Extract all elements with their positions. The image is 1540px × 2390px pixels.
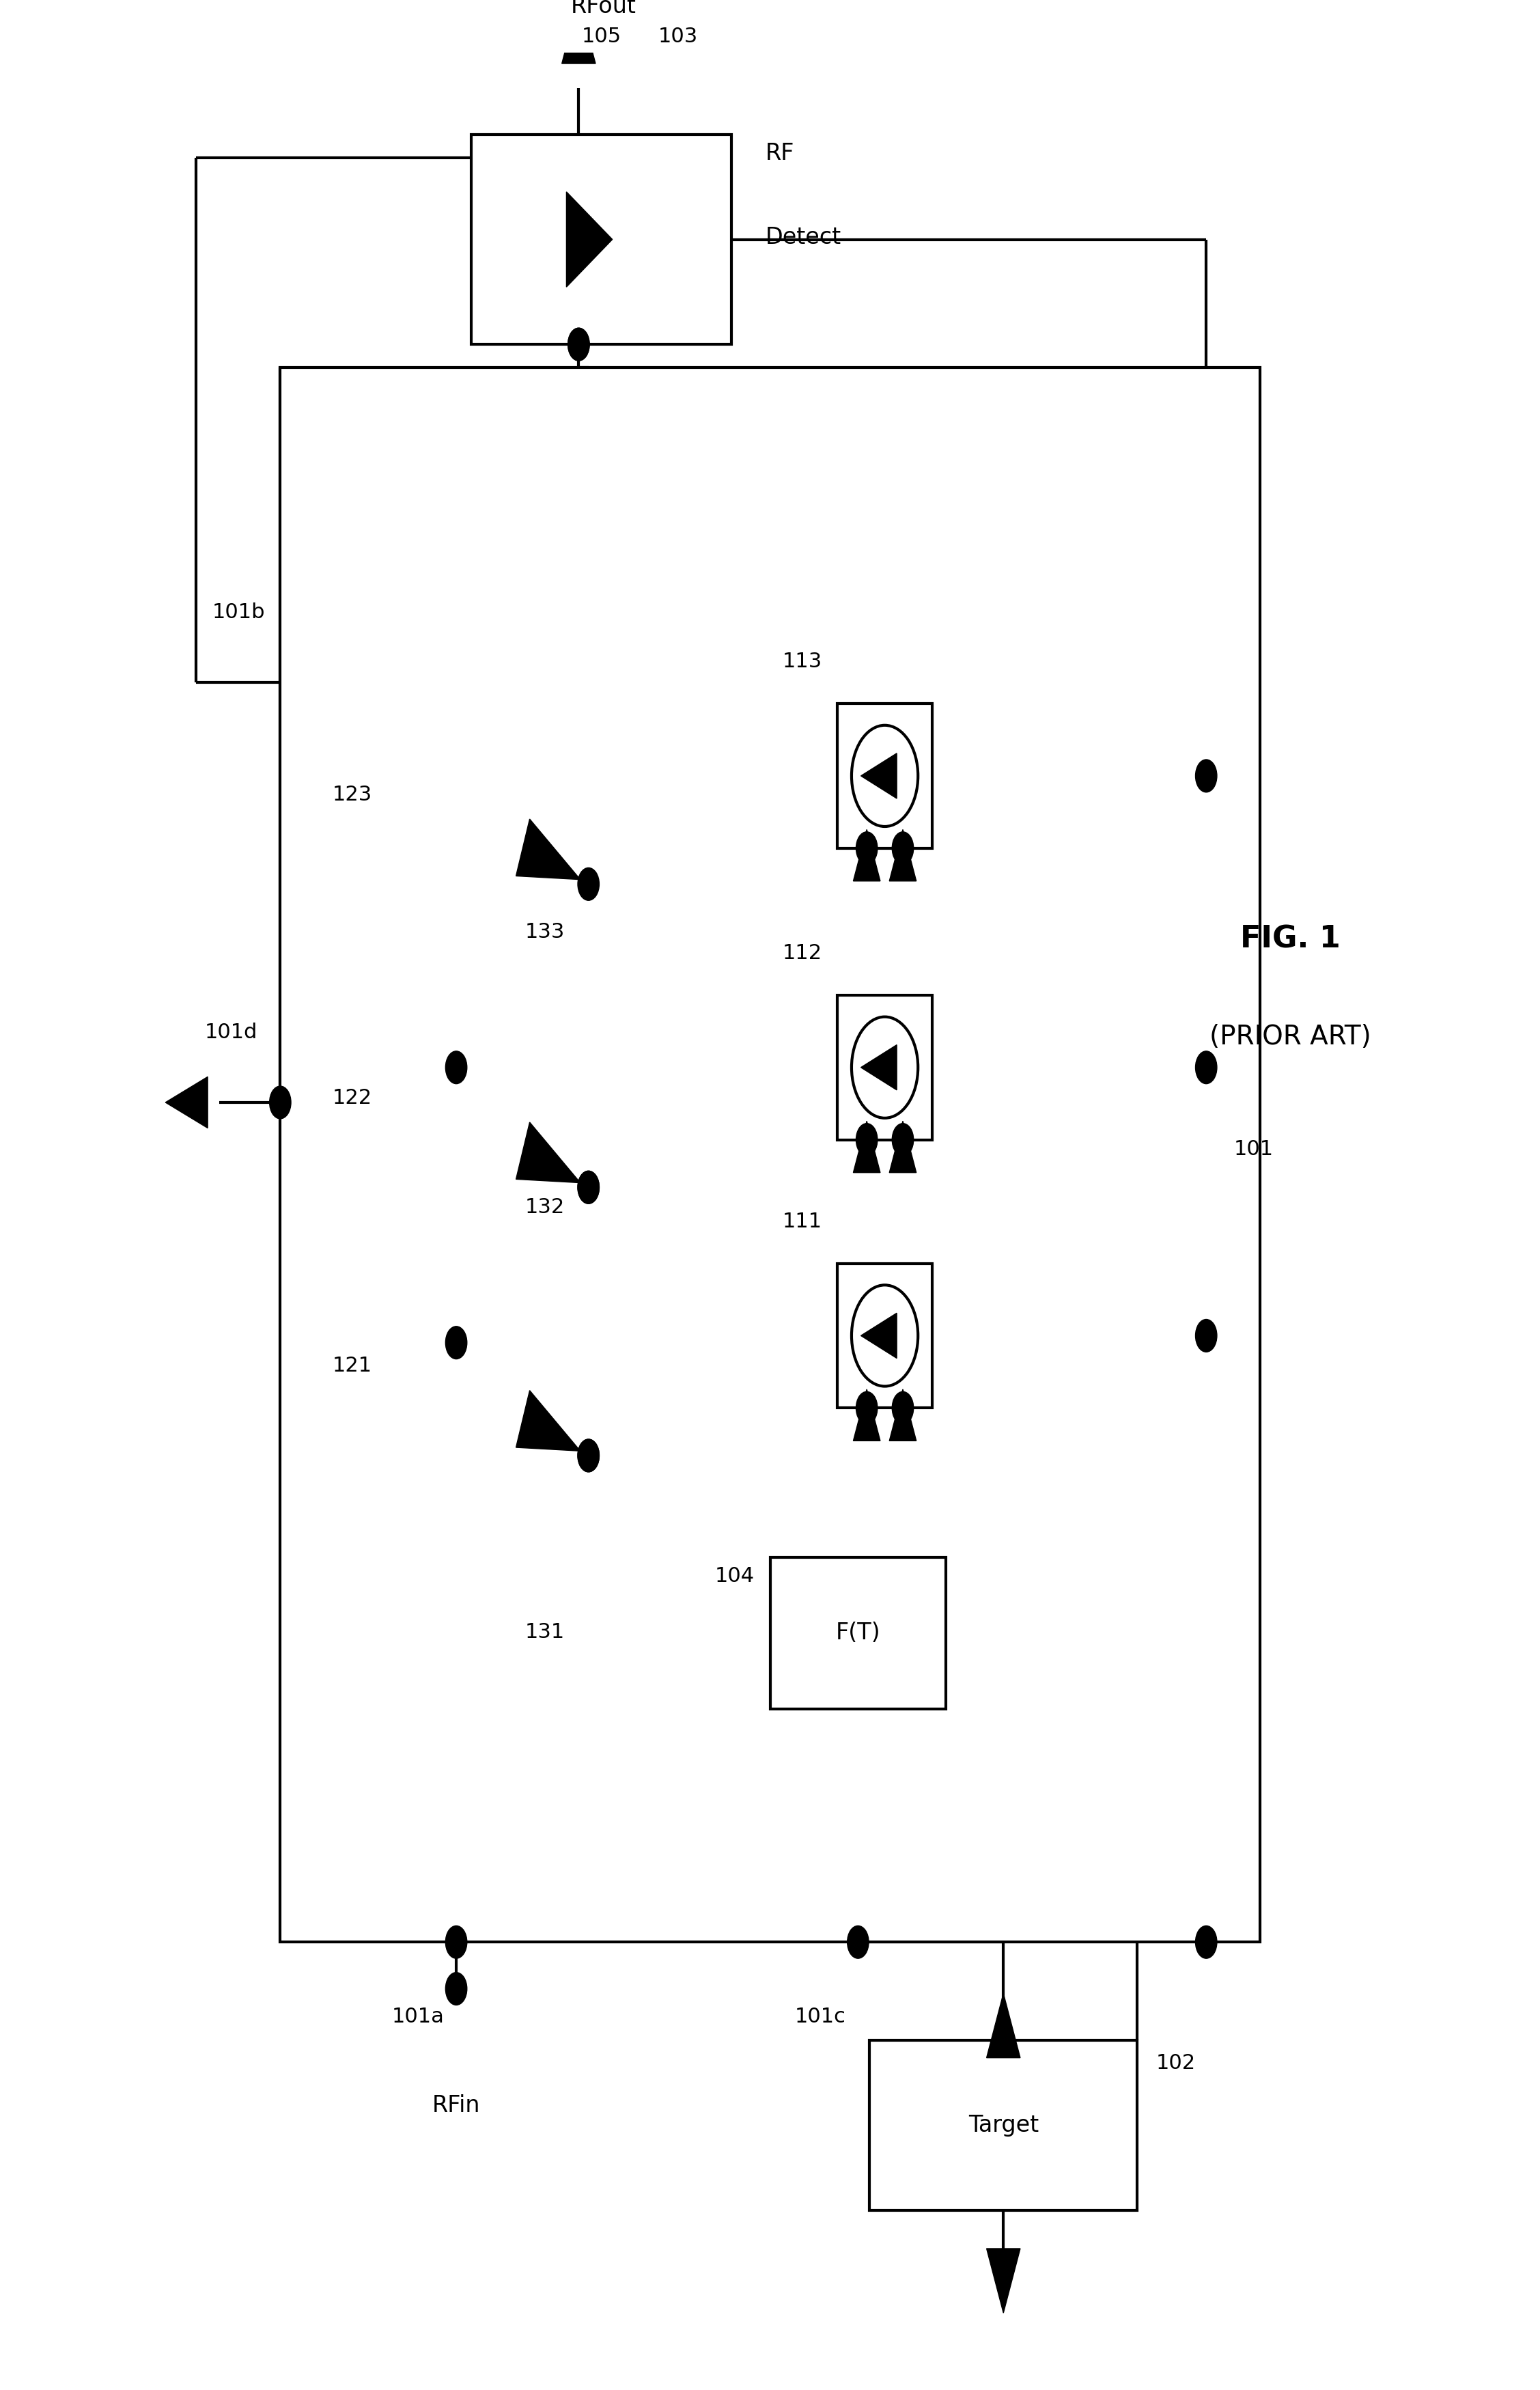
Polygon shape [562, 0, 596, 65]
Circle shape [445, 1926, 467, 1957]
Text: F(T): F(T) [836, 1623, 881, 1644]
Circle shape [856, 1391, 878, 1424]
Circle shape [568, 327, 590, 361]
Text: 112: 112 [782, 944, 822, 963]
Circle shape [578, 1439, 599, 1472]
Text: 121: 121 [333, 1355, 373, 1377]
Circle shape [445, 1326, 467, 1360]
Circle shape [892, 1391, 913, 1424]
Polygon shape [853, 829, 881, 882]
Text: 122: 122 [333, 1087, 373, 1107]
Circle shape [270, 1085, 291, 1119]
Circle shape [1195, 760, 1217, 791]
Polygon shape [889, 1121, 916, 1173]
Circle shape [856, 1123, 878, 1157]
Polygon shape [516, 820, 581, 880]
Polygon shape [861, 1044, 896, 1090]
Circle shape [856, 832, 878, 865]
Circle shape [847, 1926, 869, 1957]
Bar [870, 2041, 1138, 2211]
Circle shape [1195, 1052, 1217, 1083]
Polygon shape [853, 1389, 881, 1441]
Text: RFout: RFout [571, 0, 636, 17]
Text: 104: 104 [715, 1565, 755, 1587]
Text: 103: 103 [658, 26, 698, 45]
Polygon shape [861, 753, 896, 798]
Text: 123: 123 [333, 784, 373, 805]
Bar [471, 134, 732, 344]
Text: Detect: Detect [765, 225, 841, 249]
Text: 132: 132 [525, 1197, 565, 1217]
Bar [838, 994, 932, 1140]
Circle shape [1195, 1319, 1217, 1353]
Circle shape [568, 327, 590, 361]
Text: RF: RF [765, 141, 795, 165]
Circle shape [892, 1123, 913, 1157]
Circle shape [445, 1052, 467, 1083]
Circle shape [578, 1171, 599, 1205]
Text: 101a: 101a [391, 2008, 444, 2027]
Text: 113: 113 [782, 652, 822, 672]
Circle shape [1195, 1926, 1217, 1957]
Polygon shape [987, 2249, 1019, 2314]
Text: 101b: 101b [213, 602, 265, 621]
Polygon shape [861, 1312, 896, 1358]
Circle shape [578, 1439, 599, 1472]
Circle shape [578, 1171, 599, 1205]
Circle shape [578, 868, 599, 901]
Polygon shape [567, 191, 613, 287]
Text: 133: 133 [525, 923, 565, 942]
Text: FIG. 1: FIG. 1 [1240, 925, 1340, 954]
Circle shape [892, 832, 913, 865]
Text: 101d: 101d [205, 1023, 257, 1042]
Bar [838, 1264, 932, 1408]
Text: 131: 131 [525, 1623, 565, 1642]
Text: 105: 105 [582, 26, 622, 45]
Text: (PRIOR ART): (PRIOR ART) [1209, 1025, 1371, 1049]
Bar [770, 1558, 946, 1709]
Text: 101: 101 [1234, 1140, 1274, 1159]
Bar [280, 368, 1260, 1943]
Text: 101c: 101c [795, 2008, 845, 2027]
Polygon shape [165, 1078, 208, 1128]
Polygon shape [889, 829, 916, 882]
Text: Target: Target [969, 2113, 1038, 2137]
Text: 102: 102 [1155, 2053, 1195, 2072]
Text: RFin: RFin [433, 2094, 480, 2118]
Polygon shape [516, 1123, 581, 1183]
Bar [838, 703, 932, 848]
Polygon shape [853, 1121, 881, 1173]
Text: 111: 111 [782, 1212, 822, 1231]
Polygon shape [516, 1391, 581, 1451]
Polygon shape [987, 1993, 1019, 2058]
Polygon shape [889, 1389, 916, 1441]
Circle shape [445, 1972, 467, 2005]
